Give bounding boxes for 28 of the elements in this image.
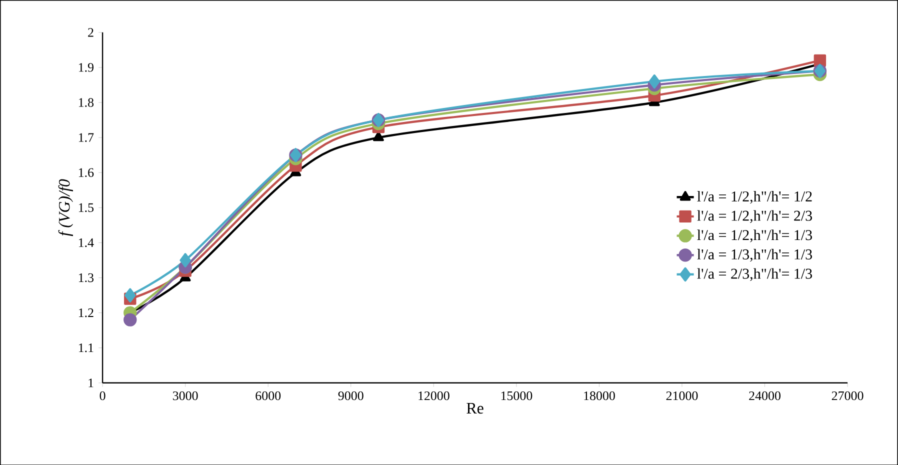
legend-label: l'/a = 1/2,h"/h'= 1/2 (697, 190, 812, 204)
y-tick-label: 1.8 (78, 98, 94, 107)
x-tick-label: 24000 (749, 391, 780, 400)
y-tick-label: 1.7 (78, 132, 94, 142)
y-tick-label: 1.2 (78, 308, 94, 317)
legend-label: l'/a = 1/3,h"/h'= 1/3 (697, 248, 812, 262)
y-tick-label: 1 (88, 378, 94, 387)
x-tick-label: 21000 (666, 391, 698, 400)
y-tick-label: 1.4 (78, 238, 94, 247)
y-tick-label: 1.3 (78, 273, 94, 282)
y-tick-label: 1.9 (78, 62, 94, 72)
x-tick-label: 9000 (338, 391, 364, 400)
x-tick-label: 18000 (584, 391, 615, 400)
x-axis-title: Re (466, 402, 484, 414)
y-tick-label: 1.5 (78, 203, 94, 212)
y-tick-label: 1.6 (78, 168, 94, 177)
y-tick-label: 2 (88, 28, 94, 37)
legend-label: l'/a = 1/2,h"/h'= 2/3 (697, 210, 812, 223)
x-tick-label: 0 (100, 391, 106, 400)
x-tick-label: 3000 (172, 391, 198, 400)
x-tick-label: 15000 (501, 391, 532, 400)
y-axis-title: f (VG)/f0 (58, 179, 73, 236)
legend-label: l'/a = 2/3,h"/h'= 1/3 (697, 268, 812, 281)
x-tick-label: 6000 (256, 391, 281, 400)
x-tick-label: 27000 (832, 391, 864, 400)
legend-label: l'/a = 1/2,h"/h'= 1/3 (697, 229, 812, 242)
y-tick-label: 1.1 (78, 343, 94, 352)
x-tick-label: 12000 (418, 391, 450, 400)
